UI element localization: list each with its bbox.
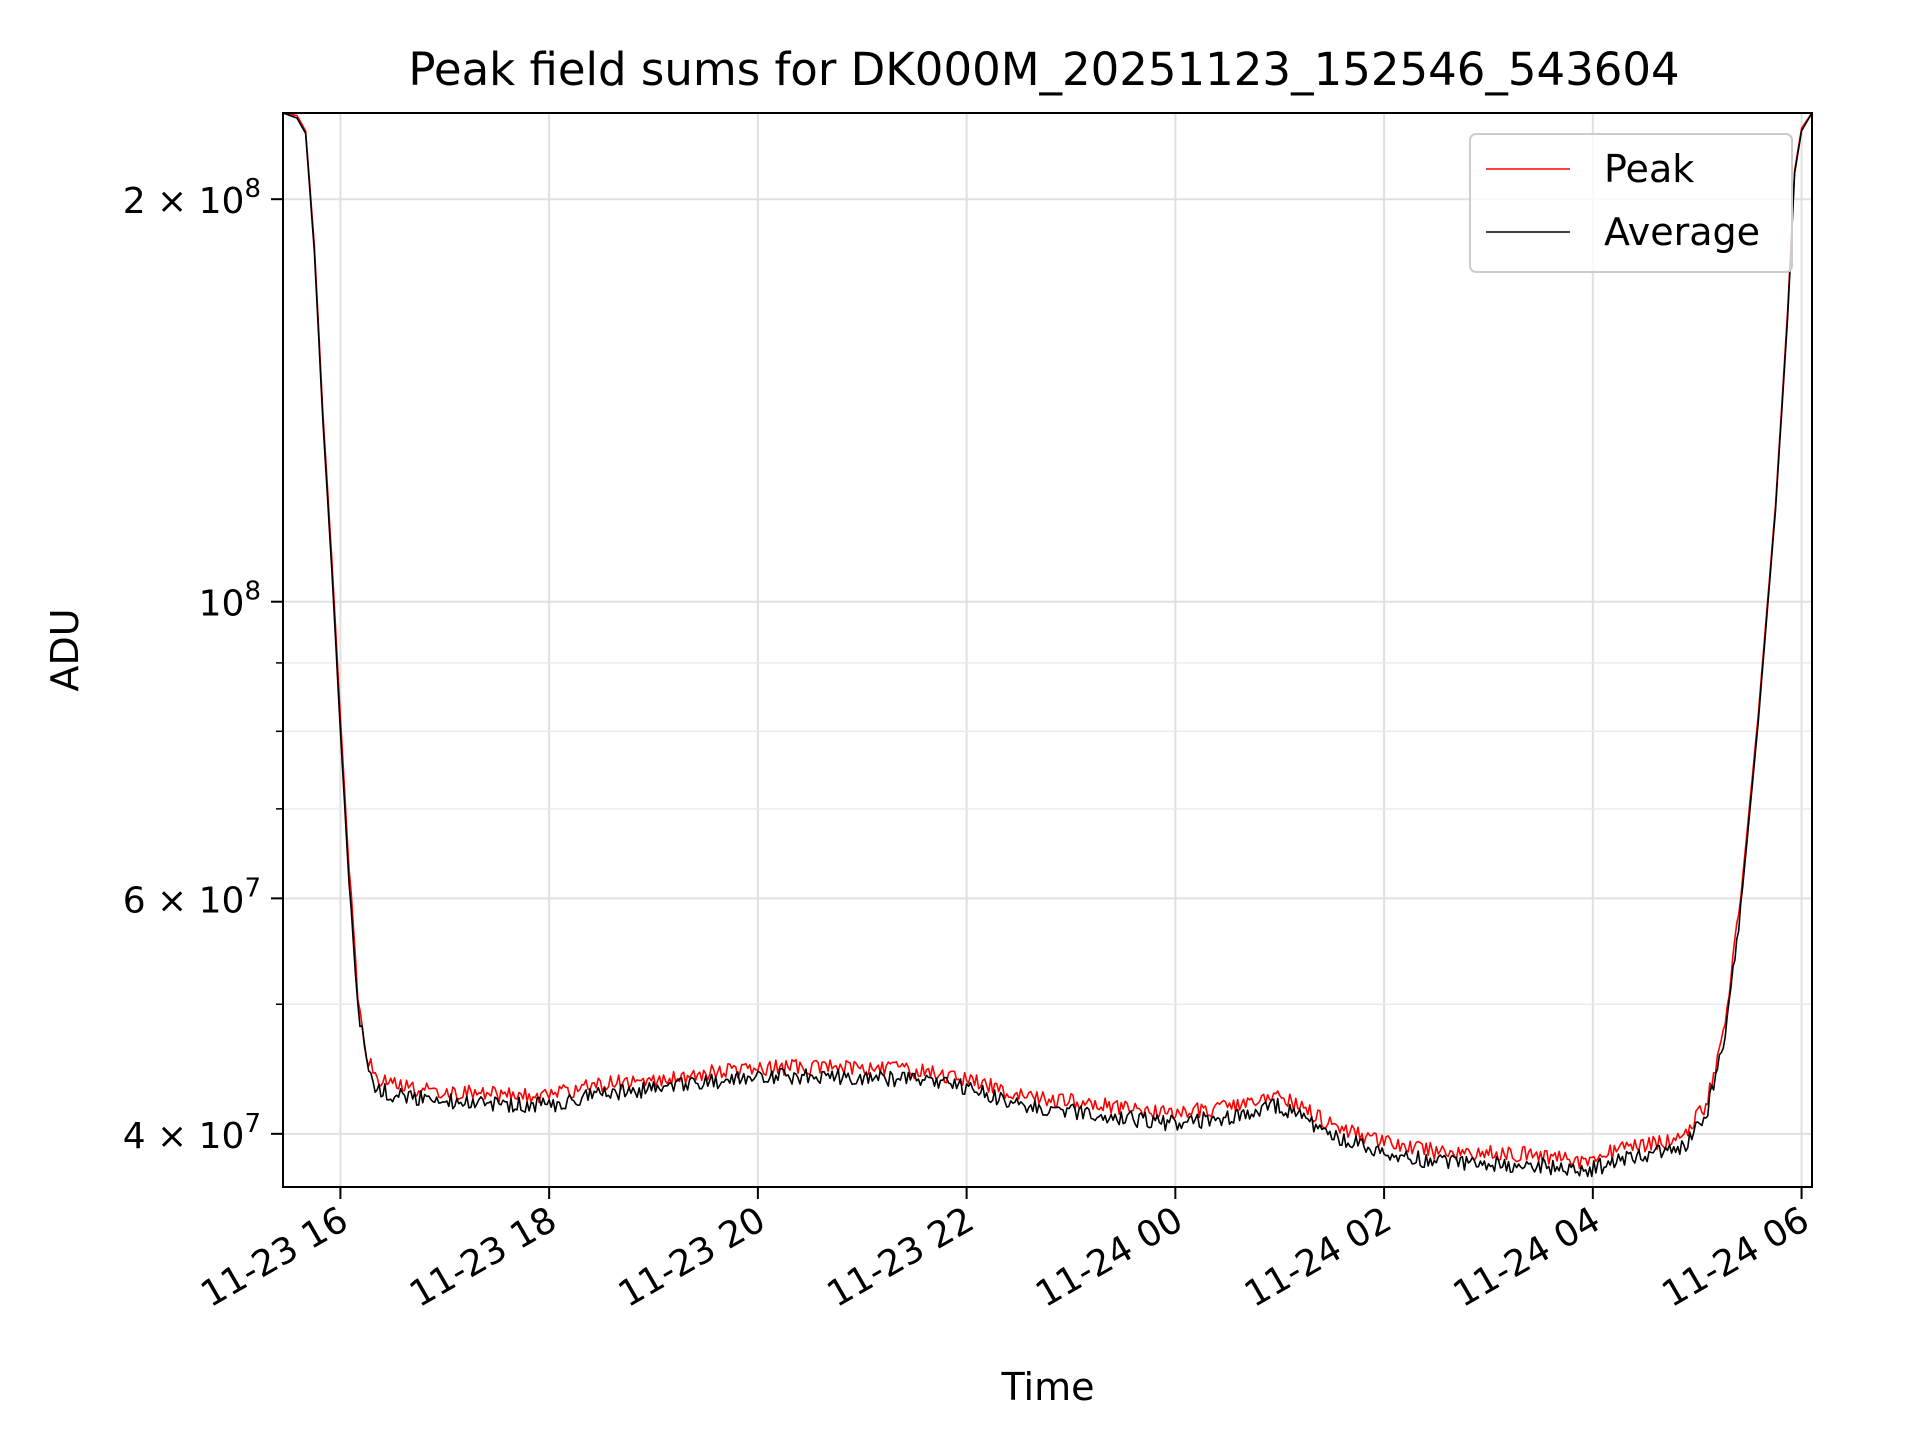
y-tick-label: 6 × 107 [123, 873, 261, 921]
series-line-peak [282, 112, 1813, 1170]
legend-label-peak: Peak [1604, 147, 1694, 191]
legend: Peak Average [1469, 133, 1793, 273]
y-tick-label: 2 × 108 [123, 174, 261, 222]
plot-frame [282, 112, 1813, 1188]
x-axis-label: Time [1001, 1365, 1095, 1409]
series-group [282, 112, 1813, 1178]
grid [283, 113, 1812, 1187]
legend-label-average: Average [1604, 210, 1760, 254]
y-tick-label: 4 × 107 [123, 1109, 261, 1157]
chart-title: Peak field sums for DK000M_20251123_1525… [408, 43, 1679, 96]
series-line-average [282, 112, 1813, 1178]
y-axis-label: ADU [43, 608, 87, 691]
